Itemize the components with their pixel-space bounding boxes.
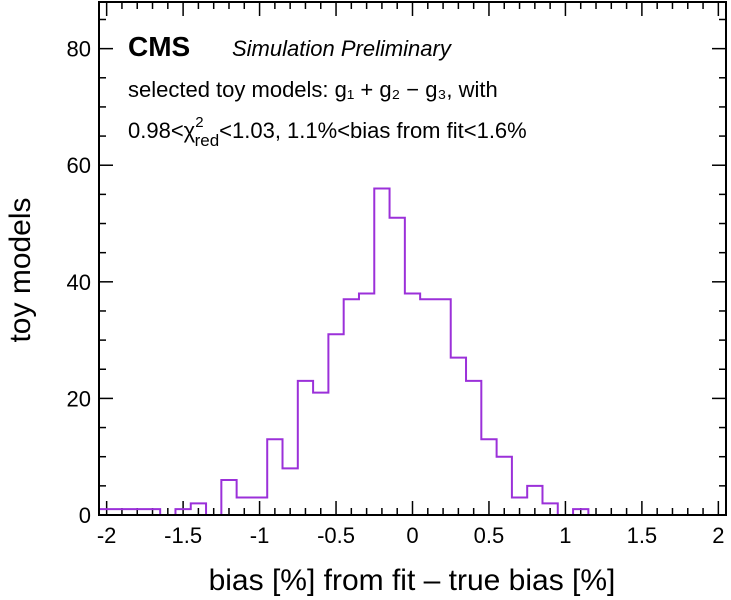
cms-label: CMS — [128, 31, 190, 62]
x-tick-label: 1 — [559, 523, 571, 548]
annotation-chi-symbol: χ — [184, 118, 196, 143]
y-tick-label: 80 — [67, 37, 91, 62]
annotation-chi-prefix: 0.98< — [128, 118, 184, 143]
x-tick-label: 1.5 — [627, 523, 658, 548]
y-axis-title: toy models — [4, 197, 37, 342]
x-tick-label: 0 — [406, 523, 418, 548]
annotation-chi-superscript: 2 — [195, 114, 203, 131]
y-tick-label: 60 — [67, 153, 91, 178]
x-tick-label: 2 — [712, 523, 724, 548]
y-tick-label: 40 — [67, 270, 91, 295]
x-axis-title: bias [%] from fit – true bias [%] — [209, 564, 616, 597]
simulation-preliminary-label: Simulation Preliminary — [232, 36, 453, 61]
annotation-chi-subscript: red — [195, 131, 220, 150]
y-tick-label: 20 — [67, 386, 91, 411]
x-tick-label: -1.5 — [164, 523, 202, 548]
annotation-line-2: 0.98<χ2 red<1.03, 1.1%<bias from fit<1.6% — [128, 114, 527, 150]
x-tick-label: -0.5 — [317, 523, 355, 548]
histogram-series-line — [99, 187, 604, 516]
plot-frame — [98, 1, 727, 516]
annotation-line-1: selected toy models: g₁ + g₂ − g₃, with — [128, 77, 498, 102]
x-tick-label: 0.5 — [474, 523, 505, 548]
x-tick-label: -1 — [250, 523, 270, 548]
y-tick-label: 0 — [79, 503, 91, 528]
annotation-chi-suffix: <1.03, 1.1%<bias from fit<1.6% — [219, 118, 527, 143]
x-tick-label: -2 — [97, 523, 117, 548]
